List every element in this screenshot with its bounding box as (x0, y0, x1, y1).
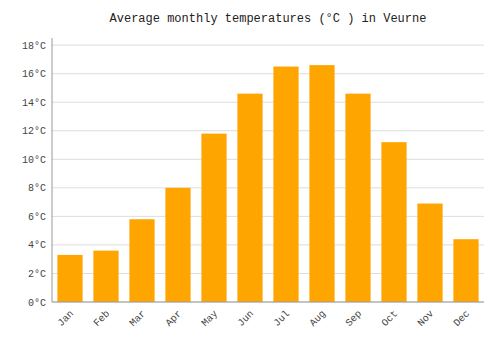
y-tick-label: 14°C (22, 98, 46, 109)
y-tick-label: 2°C (28, 269, 46, 280)
x-axis-line (52, 302, 484, 303)
x-tick-label: Jan (56, 308, 77, 329)
y-tick-label: 10°C (22, 155, 46, 166)
x-tick-label: Aug (308, 308, 329, 329)
grid-line (52, 102, 484, 103)
x-tick-label: Jun (236, 308, 257, 329)
x-tick-label: Jul (272, 308, 293, 329)
grid (52, 45, 484, 302)
y-tick-label: 0°C (28, 298, 46, 309)
bar (417, 204, 442, 302)
y-tick-label: 6°C (28, 212, 46, 223)
bars (57, 65, 478, 302)
bar (201, 134, 226, 302)
x-tick-label: May (200, 308, 221, 329)
x-tick-label: Nov (416, 308, 437, 329)
bar (381, 142, 406, 302)
x-tick-label: Dec (452, 308, 473, 329)
bar (165, 188, 190, 302)
y-tick-label: 12°C (22, 126, 46, 137)
x-tick-label: Feb (92, 308, 113, 329)
chart-svg: Average monthly temperatures (°C ) in Ve… (0, 0, 500, 350)
grid-line (52, 45, 484, 46)
grid-line (52, 187, 484, 188)
bar (129, 219, 154, 302)
bar (273, 67, 298, 302)
x-tick-label: Mar (128, 308, 149, 329)
bar (453, 239, 478, 302)
bar (345, 94, 370, 302)
x-tick-label: Sep (344, 308, 365, 329)
bar (309, 65, 334, 302)
title: Average monthly temperatures (°C ) in Ve… (110, 12, 427, 26)
y-tick-label: 18°C (22, 41, 46, 52)
bar (237, 94, 262, 302)
grid-line (52, 73, 484, 74)
grid-line (52, 130, 484, 131)
grid-line (52, 302, 484, 303)
chart-container: Average monthly temperatures (°C ) in Ve… (0, 0, 500, 350)
y-tick-label: 4°C (28, 240, 46, 251)
grid-line (52, 159, 484, 160)
y-tick-label: 8°C (28, 183, 46, 194)
y-axis-line (52, 38, 53, 302)
bar (57, 255, 82, 302)
y-tick-label: 16°C (22, 69, 46, 80)
bar (93, 251, 118, 302)
x-tick-label: Apr (164, 308, 185, 329)
x-tick-label: Oct (380, 308, 401, 329)
